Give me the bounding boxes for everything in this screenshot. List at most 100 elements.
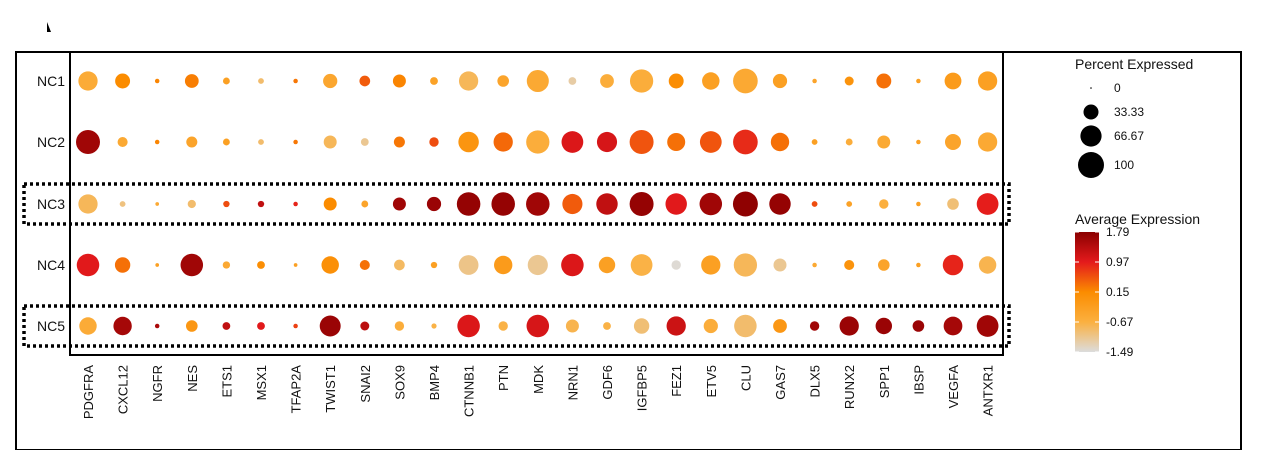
dot-nc2-spp1 xyxy=(877,135,891,149)
gene-label-ptn: PTN xyxy=(496,365,511,391)
dot-nc3-ptn xyxy=(491,192,515,216)
size-legend: Percent Expressed 0 33.33 66.67 100 xyxy=(1075,56,1193,178)
dot-nc4-ets1 xyxy=(222,261,231,269)
dot-nc1-pdgfra xyxy=(78,71,98,91)
cluster-labels: NC1 NC2 NC3 NC4 NC5 xyxy=(37,73,65,334)
dot-nc2-vegfa xyxy=(944,133,962,151)
gene-label-dlx5: DLX5 xyxy=(808,365,823,398)
dot-nc4-etv5 xyxy=(701,255,721,275)
dot-nc5-vegfa xyxy=(943,316,963,336)
dot-nc4-igfbp5 xyxy=(630,254,653,276)
cluster-label-nc4: NC4 xyxy=(37,257,65,273)
dot-nc4-ibsp xyxy=(916,262,921,268)
gene-label-nes: NES xyxy=(185,365,200,392)
gene-label-nrn1: NRN1 xyxy=(565,365,580,400)
cluster-label-nc3: NC3 xyxy=(37,196,65,212)
dot-nc2-ctnnb1 xyxy=(458,131,479,153)
dot-nc1-snai2 xyxy=(359,75,371,87)
dot-nc5-etv5 xyxy=(703,318,718,334)
dot-nc5-pdgfra xyxy=(79,317,97,335)
dot-nc5-msx1 xyxy=(257,322,265,330)
gene-label-antxr1: ANTXR1 xyxy=(981,365,996,416)
dot-nc1-vegfa xyxy=(944,72,962,90)
dot-nc2-snai2 xyxy=(360,138,369,146)
dot-nc2-pdgfra xyxy=(76,130,100,154)
dot-nc1-ngfr xyxy=(154,78,160,84)
dot-nc5-nrn1 xyxy=(565,319,579,333)
dot-nc3-ets1 xyxy=(223,200,230,208)
size-legend-dot xyxy=(1083,104,1099,120)
dot-nc3-clu xyxy=(732,191,758,217)
dot-nc4-snai2 xyxy=(359,259,370,271)
dot-nc2-ets1 xyxy=(222,138,230,146)
color-legend-label: 1.79 xyxy=(1106,225,1130,239)
color-legend-label: 0.97 xyxy=(1106,255,1130,269)
gene-label-snai2: SNAI2 xyxy=(358,365,373,403)
dot-nc2-runx2 xyxy=(845,138,853,146)
gene-label-mdk: MDK xyxy=(531,365,546,394)
dot-nc2-mdk xyxy=(526,130,550,154)
dot-nc2-bmp4 xyxy=(429,137,439,147)
dot-nc3-spp1 xyxy=(879,199,889,209)
size-legend-label: 66.67 xyxy=(1114,129,1144,143)
dot-nc4-vegfa xyxy=(942,254,964,276)
gene-label-ctnnb1: CTNNB1 xyxy=(462,365,477,417)
dot-nc3-dlx5 xyxy=(811,201,818,207)
dot-nc4-gdf6 xyxy=(598,256,616,274)
dot-nc5-nes xyxy=(185,320,198,332)
dot-nc3-mdk xyxy=(526,192,550,216)
dot-nc5-ets1 xyxy=(222,322,231,330)
dot-nc4-tfap2a xyxy=(293,263,298,267)
dot-nc4-ptn xyxy=(494,255,513,275)
dot-nc3-nes xyxy=(187,199,196,209)
dot-nc1-clu xyxy=(733,68,758,94)
dot-nc1-msx1 xyxy=(258,78,264,84)
dot-nc2-tfap2a xyxy=(293,139,298,145)
dot-nc5-bmp4 xyxy=(431,323,437,329)
dot-nc5-ibsp xyxy=(912,320,925,332)
dot-nc4-clu xyxy=(733,253,758,277)
dot-nc2-ngfr xyxy=(154,139,160,145)
dot-nc1-ctnnb1 xyxy=(458,71,479,91)
dot-nc2-cxcl12 xyxy=(117,136,128,148)
color-legend-title: Average Expression xyxy=(1075,211,1200,227)
dot-nc5-twist1 xyxy=(319,315,341,337)
gene-label-ets1: ETS1 xyxy=(219,365,234,398)
dot-nc2-sox9 xyxy=(393,136,405,148)
dot-nc3-bmp4 xyxy=(426,196,442,212)
cluster-label-nc2: NC2 xyxy=(37,134,65,150)
gene-label-bmp4: BMP4 xyxy=(427,365,442,400)
dot-nc3-ctnnb1 xyxy=(456,192,481,216)
dots-layer xyxy=(76,68,999,338)
dot-nc3-msx1 xyxy=(257,200,265,208)
dot-nc4-runx2 xyxy=(844,259,855,271)
dot-nc3-fez1 xyxy=(665,193,687,215)
dot-nc1-nrn1 xyxy=(568,77,577,85)
dot-nc4-fez1 xyxy=(671,260,681,270)
dot-nc4-mdk xyxy=(527,254,548,276)
dot-nc1-twist1 xyxy=(323,73,338,89)
dot-nc4-sox9 xyxy=(394,259,405,271)
size-legend-dot xyxy=(1080,125,1102,147)
dot-nc5-runx2 xyxy=(839,316,859,336)
dot-nc4-ctnnb1 xyxy=(458,255,479,275)
gene-label-gas7: GAS7 xyxy=(773,365,788,400)
dot-nc3-igfbp5 xyxy=(629,192,654,216)
dot-nc3-nrn1 xyxy=(562,193,583,215)
dot-nc1-runx2 xyxy=(844,76,854,86)
gene-label-ngfr: NGFR xyxy=(150,365,165,402)
gene-label-igfbp5: IGFBP5 xyxy=(635,365,650,411)
dot-nc1-sox9 xyxy=(392,74,406,88)
dot-nc1-cxcl12 xyxy=(115,73,131,89)
dot-nc4-msx1 xyxy=(257,261,265,269)
dot-nc3-cxcl12 xyxy=(119,201,126,207)
dot-nc2-msx1 xyxy=(258,139,264,145)
gene-label-vegfa: VEGFA xyxy=(946,365,961,409)
dot-nc1-mdk xyxy=(526,69,549,93)
gene-label-ibsp: IBSP xyxy=(911,365,926,395)
gene-label-spp1: SPP1 xyxy=(877,365,892,398)
plot-panel xyxy=(69,51,1004,356)
dot-nc4-ngfr xyxy=(155,263,160,267)
dot-nc1-etv5 xyxy=(702,72,720,90)
dot-nc1-dlx5 xyxy=(812,78,817,84)
